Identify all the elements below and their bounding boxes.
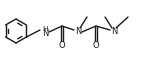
Text: N: N: [75, 26, 81, 36]
Text: N: N: [42, 28, 48, 38]
Text: O: O: [93, 41, 99, 49]
Text: O: O: [59, 41, 65, 49]
Text: H: H: [42, 26, 48, 32]
Text: N: N: [111, 26, 117, 36]
